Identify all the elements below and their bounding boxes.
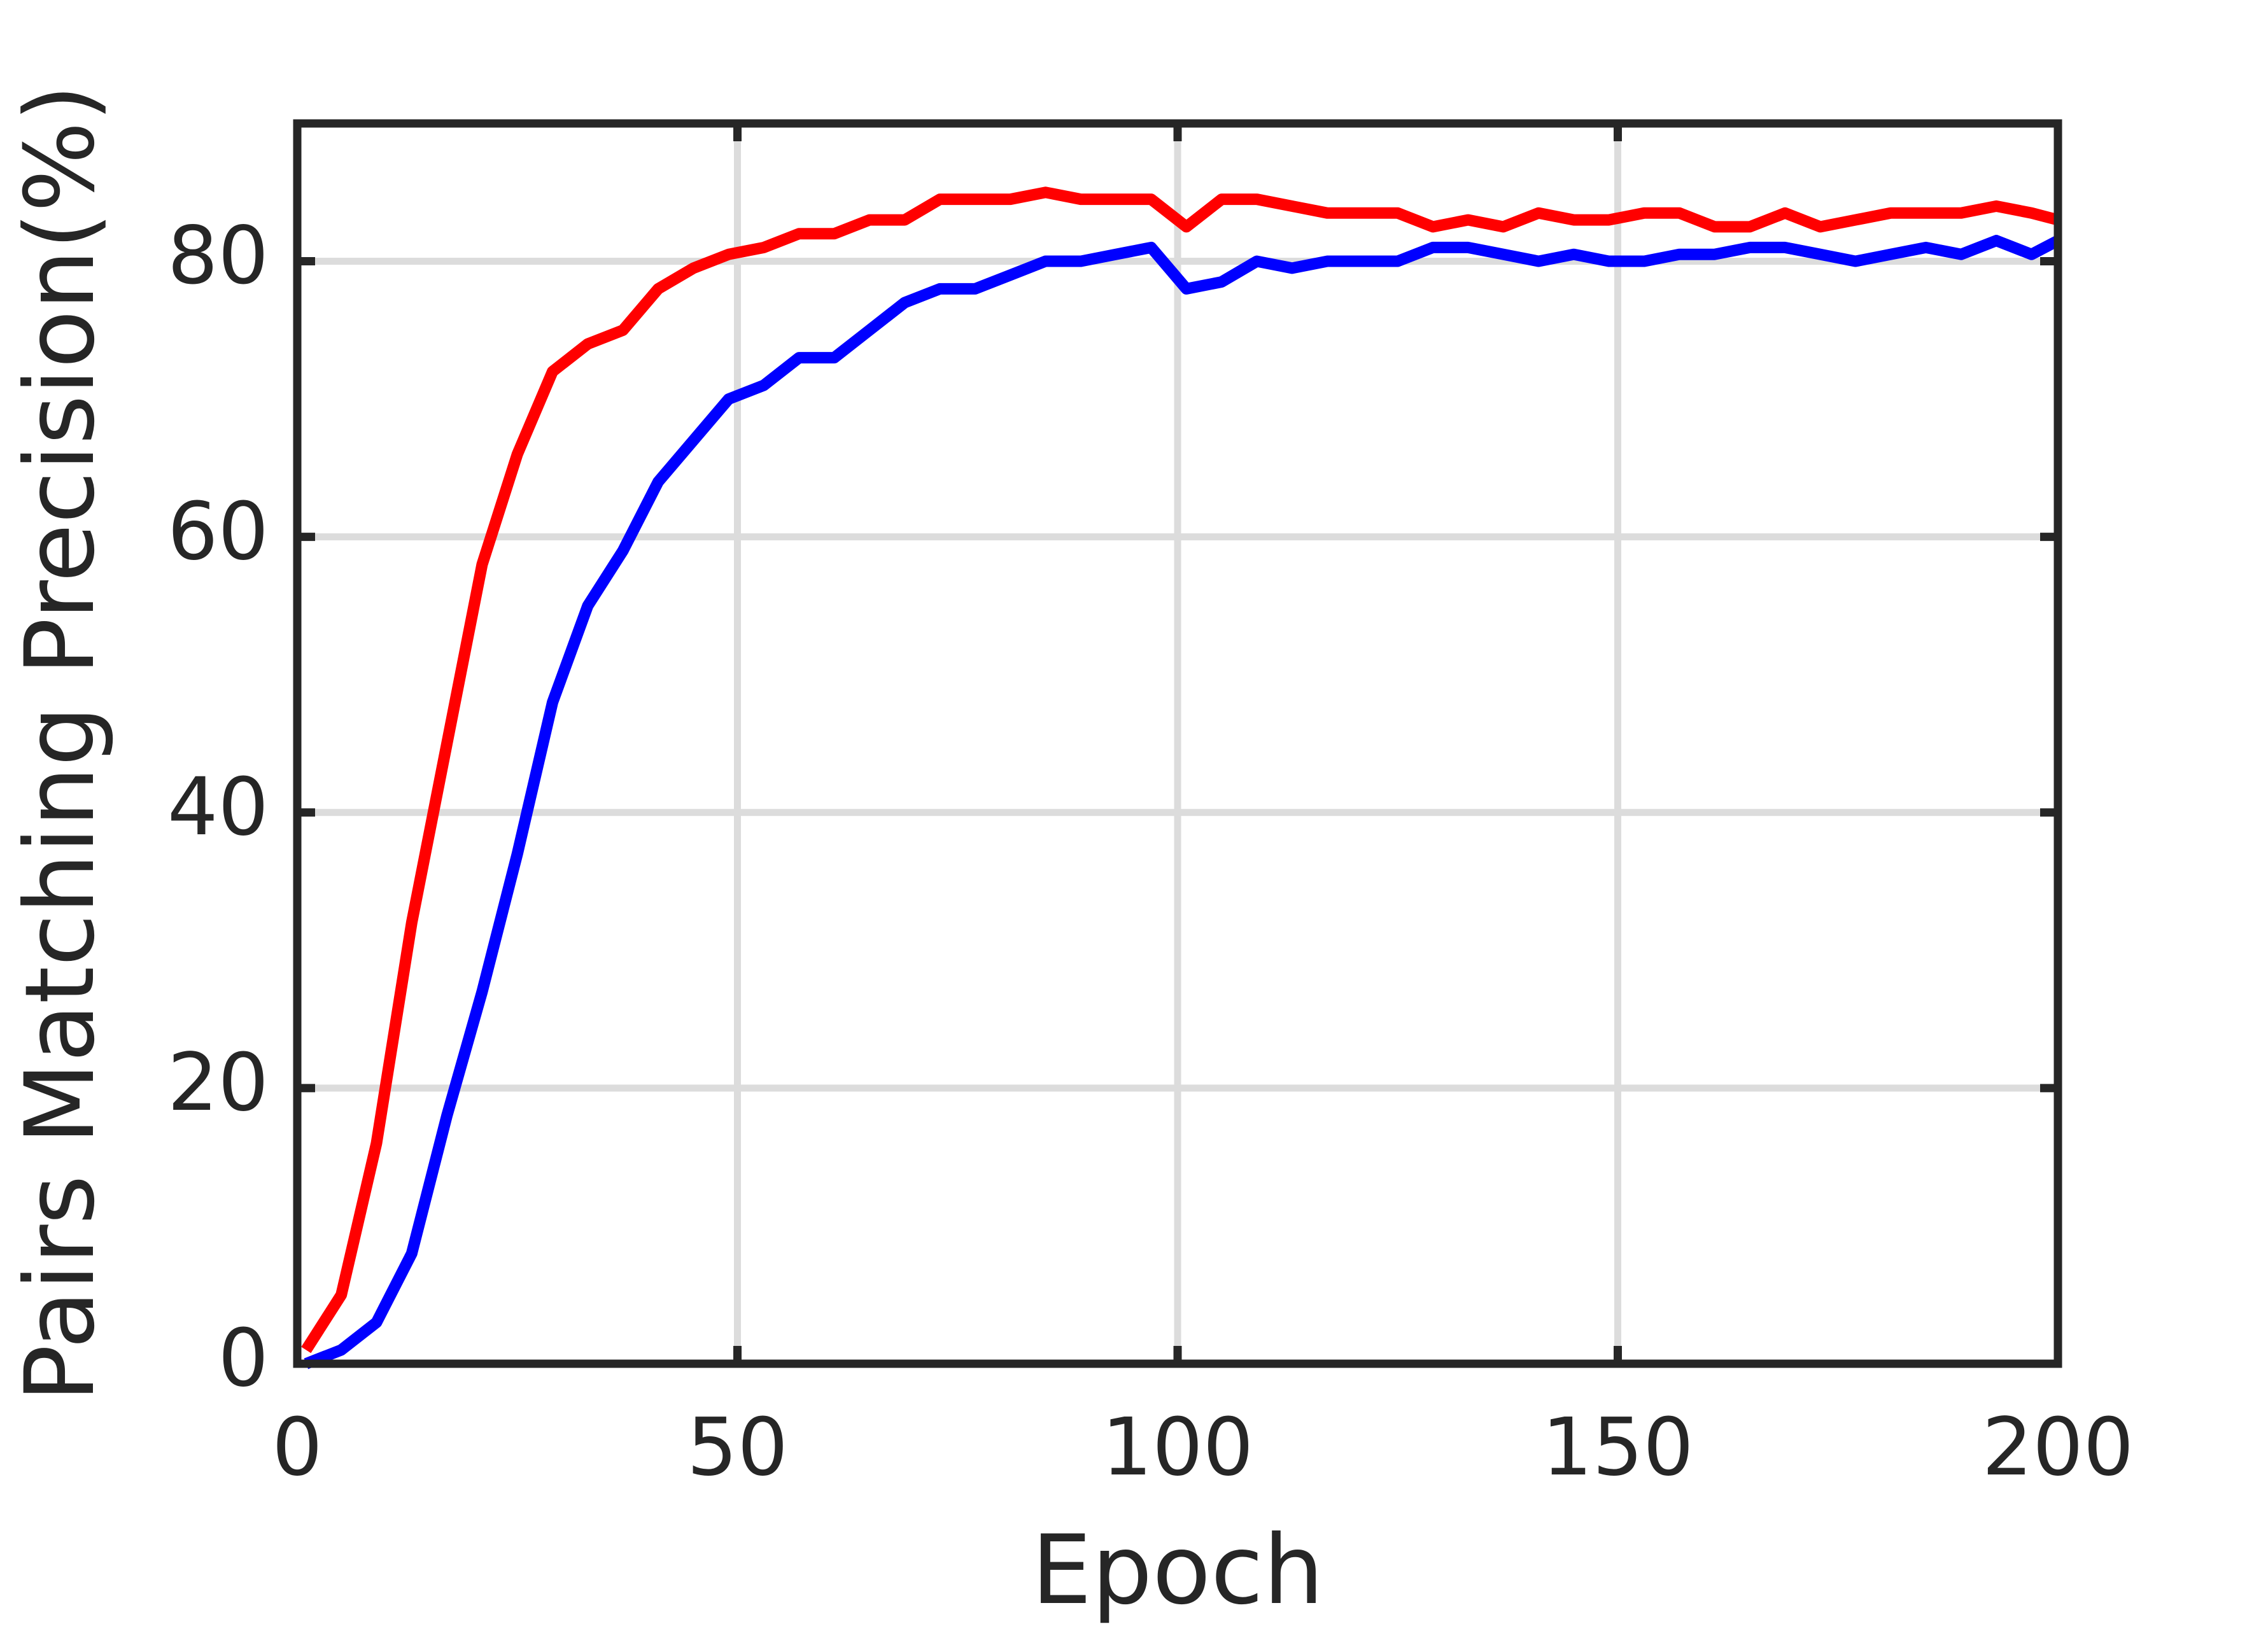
y-tick-label: 0 xyxy=(218,1312,269,1404)
y-tick-label: 60 xyxy=(167,486,269,578)
x-tick-label: 0 xyxy=(272,1401,323,1494)
series-line xyxy=(301,186,2060,1354)
x-tick-label: 100 xyxy=(1102,1401,1254,1494)
y-tick-label: 20 xyxy=(167,1037,269,1129)
x-tick-label: 200 xyxy=(1982,1401,2134,1494)
y-tick-label: 80 xyxy=(167,210,269,302)
x-tick-label: 150 xyxy=(1542,1401,1694,1494)
x-tick-label: 50 xyxy=(687,1401,788,1494)
y-axis-label: Pairs Matching Precision(%) xyxy=(5,85,116,1403)
y-tick-label: 40 xyxy=(167,761,269,853)
series-line xyxy=(304,235,2061,1369)
x-axis-label: Epoch xyxy=(1031,1515,1323,1626)
plot-frame xyxy=(293,119,2062,1368)
